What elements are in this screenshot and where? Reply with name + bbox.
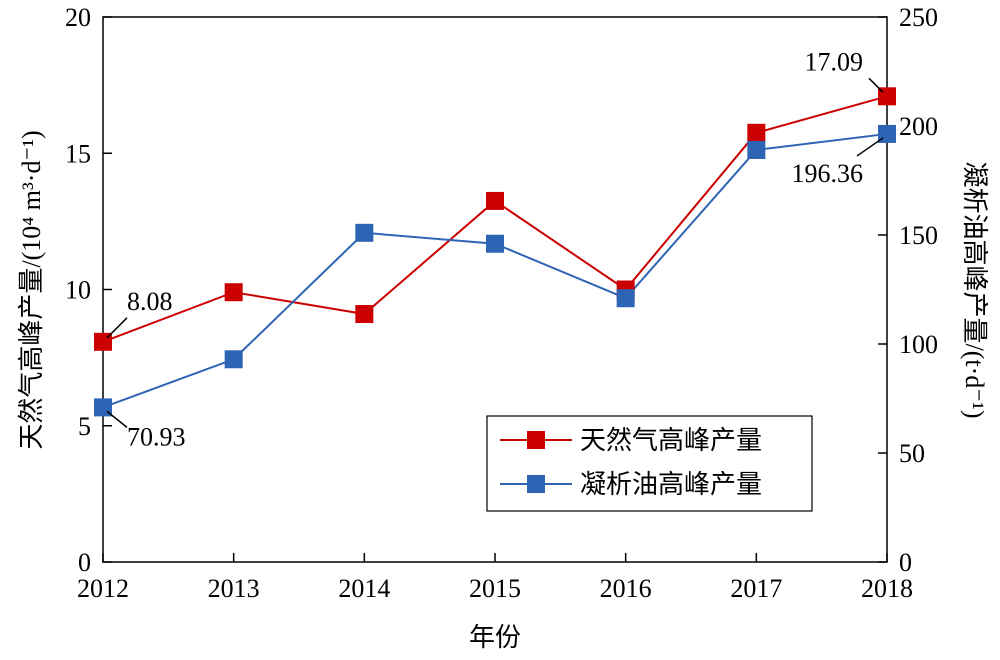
y-right-tick-label: 50 [899,439,925,468]
annotation-leader [868,77,884,93]
legend-marker-oil [527,475,545,493]
series-line-1 [102,132,888,409]
y-right-tick-label: 250 [899,3,938,32]
y-axis-left-title: 天然气高峰产量/(10⁴ m³·d⁻¹) [17,130,46,449]
y-right-tick-label: 150 [899,221,938,250]
y-right-tick-label: 100 [899,330,938,359]
series-point-0 [355,305,374,324]
series-point-1 [224,350,243,369]
legend: 天然气高峰产量 凝析油高峰产量 [486,415,813,512]
y-right-tick-label: 200 [899,112,938,141]
annotation-label: 196.36 [792,159,864,188]
series-point-1 [616,289,635,308]
y-left-tick-label: 10 [65,276,91,305]
annotation-label: 70.93 [127,422,186,451]
annotation-leader [106,410,128,428]
series-line-0 [102,95,888,343]
ticks: 2012 2013 2014 2015 2016 2017 2018051015200501… [65,3,938,603]
series-point-1 [355,223,374,242]
series-point-1 [747,140,766,159]
legend-label-gas: 天然气高峰产量 [580,426,762,455]
x-tick-label: 2014 [338,574,390,603]
x-tick-label: 2016 [600,574,652,603]
y-axis-right-title: 凝析油高峰产量/(t·d⁻¹) [960,162,989,419]
series-point-0 [486,191,504,210]
y-left-tick-label: 5 [78,412,91,441]
annotations: 8.08 70.93 17.09 196.36 [106,47,884,451]
legend-marker-gas [527,431,545,449]
series-point-0 [224,283,243,302]
annotation-leader [106,317,128,339]
legend-label-oil: 凝析油高峰产量 [580,470,762,499]
x-tick-label: 2013 [208,574,260,603]
series-point-0 [747,123,766,142]
annotation-leader [856,137,884,157]
y-left-tick-label: 20 [65,3,91,32]
series-markers [94,87,896,417]
annotation-label: 17.09 [805,47,864,76]
x-tick-label: 2012 [77,574,129,603]
annotation-label: 8.08 [127,287,173,316]
y-left-tick-label: 0 [78,548,91,577]
x-tick-label: 2018 [861,574,913,603]
x-axis-title: 年份 [469,623,521,652]
series-point-1 [486,234,504,253]
y-right-tick-label: 0 [899,548,912,577]
x-tick-label: 2017 [730,574,782,603]
y-left-tick-label: 15 [65,139,91,168]
x-tick-label: 2015 [469,574,521,603]
